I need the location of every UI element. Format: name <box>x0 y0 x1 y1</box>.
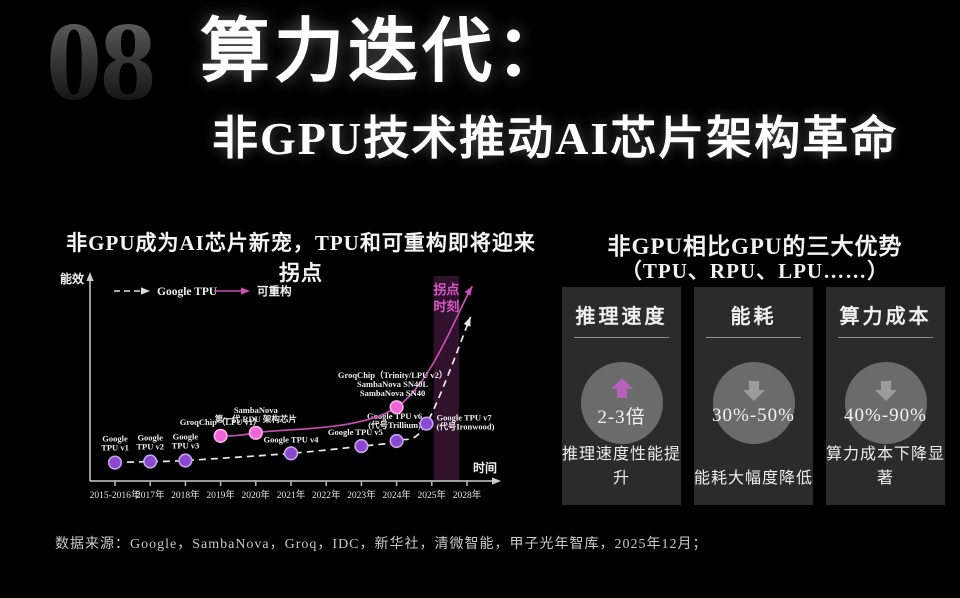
data-point-label: Google <box>173 432 199 442</box>
x-tick-label: 2022年 <box>312 489 341 501</box>
y-axis-label: 能效 <box>60 271 85 286</box>
up-arrow-shape <box>610 378 633 398</box>
data-source-note: 数据来源：Google，SambaNova，Groq，IDC，新华社，清微智能，… <box>55 537 708 552</box>
card-title: 推理速度 <box>575 306 668 328</box>
data-point-label: GroqChip（LPU v1） <box>180 417 262 427</box>
data-point-label: TPU v2 <box>136 442 164 452</box>
x-tick-label: 2018年 <box>171 489 200 501</box>
card-divider <box>705 337 802 338</box>
data-point <box>283 446 299 461</box>
down-arrow-shape <box>874 380 897 401</box>
card-divider <box>837 337 934 338</box>
data-point-label: Google <box>137 433 163 443</box>
data-point-label: 第一代 RDU 架构芯片 <box>215 414 297 424</box>
card-title: 算力成本 <box>839 306 932 328</box>
data-point-label: SambaNova <box>234 405 279 415</box>
x-axis-label: 时间 <box>473 460 497 475</box>
card-title: 能耗 <box>730 306 777 328</box>
x-tick-label: 2023年 <box>347 489 376 501</box>
arrowhead <box>464 286 473 296</box>
card-compute-cost: 算力成本 40%-90% 算力成本下降显著 <box>826 287 945 505</box>
stat-circle: 2-3倍 <box>580 362 663 444</box>
card-caption: 能耗大幅度降低 <box>694 470 814 487</box>
card-caption: 推理速度性能提升 <box>562 446 682 487</box>
data-point-label: Google TPU v6 <box>367 411 422 421</box>
x-tick-label: 2021年 <box>277 489 306 501</box>
series-line-reconfigurable <box>220 285 474 437</box>
data-point-label: Google TPU v4 <box>263 434 319 444</box>
legend-label: Google TPU <box>157 286 218 298</box>
x-tick-label: 2028年 <box>453 489 482 501</box>
down-arrow-icon <box>742 380 765 401</box>
data-point-label: Google <box>102 434 128 444</box>
data-point-label: TPU v3 <box>172 441 200 451</box>
advantages-title: 非GPU相比GPU的三大优势 <box>607 234 903 259</box>
chart-section-title: 非GPU成为AI芯片新宠，TPU和可重构即将迎来拐点 <box>66 231 536 285</box>
stat-value: 30%-50% <box>712 404 795 426</box>
page-number: 08 <box>46 0 156 124</box>
data-point-label: Google TPU v7 <box>437 413 493 423</box>
data-point-label: SambaNova SN40 <box>360 388 425 398</box>
advantages-subtitle: （TPU、RPU、LPU……） <box>620 259 890 283</box>
x-tick-label: 2015-2016年 <box>90 489 141 501</box>
x-tick-label: 2024年 <box>382 489 411 501</box>
data-point-label: Google TPU v5 <box>328 427 383 437</box>
card-energy: 能耗 30%-50% 能耗大幅度降低 <box>694 287 813 505</box>
data-point <box>107 455 123 470</box>
data-point-label: (代号Trillium) <box>368 420 421 430</box>
line-chart: 拐点时刻 能效时间 2015-2016年 2017年 2018年 2019年 2020年 20… <box>52 260 532 512</box>
data-point <box>213 428 228 443</box>
data-point <box>419 416 434 431</box>
up-arrow-icon <box>610 378 633 398</box>
card-caption: 算力成本下降显著 <box>826 446 946 487</box>
inflection-band-label: 时刻 <box>433 299 459 314</box>
data-point <box>354 439 369 454</box>
data-point <box>178 453 193 468</box>
data-point-label: TPU v1 <box>101 443 129 453</box>
data-point <box>248 425 263 440</box>
arrowhead <box>241 287 250 295</box>
inflection-band <box>433 276 460 481</box>
down-arrow-shape <box>742 380 765 401</box>
arrowhead <box>141 287 150 295</box>
arrowhead <box>463 317 471 327</box>
stat-circle: 30%-50% <box>712 362 795 444</box>
x-tick-label: 2020年 <box>242 489 271 501</box>
x-tick-label: 2019年 <box>206 489 235 501</box>
down-arrow-icon <box>874 380 897 401</box>
data-point-label: GroqChip（Trinity/LPU v2） <box>338 370 448 380</box>
data-point-label: SambaNova SN40L <box>357 379 428 389</box>
main-title: 算力迭代： <box>200 14 570 91</box>
x-tick-label: 2017年 <box>136 489 165 501</box>
arrowhead <box>492 477 501 485</box>
data-point <box>389 433 404 449</box>
data-point <box>389 400 404 415</box>
card-inference-speed: 推理速度 2-3倍 推理速度性能提升 <box>562 287 681 505</box>
sub-title: 非GPU技术推动AI芯片架构革命 <box>212 113 899 164</box>
card-divider <box>573 337 670 338</box>
stat-value: 2-3倍 <box>597 407 646 428</box>
data-point-label: (代号Ironwood) <box>437 422 495 432</box>
legend-label: 可重构 <box>257 284 292 298</box>
inflection-band-label: 拐点 <box>433 282 459 297</box>
stat-value: 40%-90% <box>844 404 927 426</box>
data-point <box>143 454 158 469</box>
x-tick-label: 2025年 <box>418 489 447 501</box>
advantage-cards: 推理速度 2-3倍 推理速度性能提升 能耗 30%-50% 能耗大幅度降低 <box>562 287 945 505</box>
stat-circle: 40%-90% <box>844 362 927 444</box>
arrowhead <box>86 272 94 281</box>
